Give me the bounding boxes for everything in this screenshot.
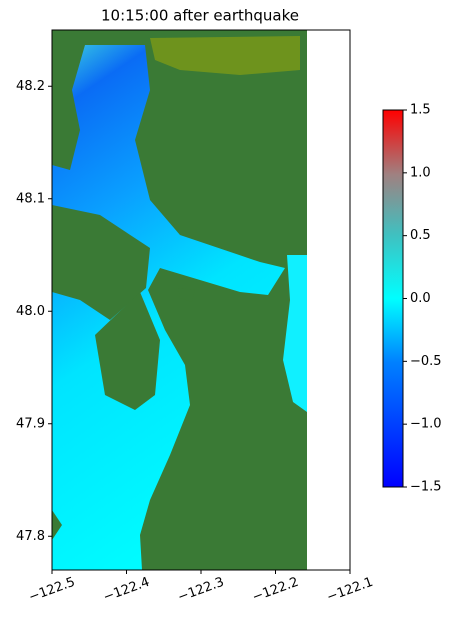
colorbar-tick-label: 0.0 xyxy=(410,291,431,306)
colorbar-tick-label: 0.5 xyxy=(410,228,431,243)
land xyxy=(178,288,195,302)
land xyxy=(52,205,150,320)
y-tick-label: 47.8 xyxy=(16,529,45,544)
colorbar-tick-label: −1.5 xyxy=(410,480,442,495)
y-tick-label: 48.2 xyxy=(16,79,45,94)
colorbar xyxy=(382,109,404,488)
colorbar-tick-label: 1.5 xyxy=(410,103,431,118)
x-tick-label: −122.4 xyxy=(101,575,151,606)
x-tick-label: −122.2 xyxy=(250,575,300,606)
colorbar-tick-label: 1.0 xyxy=(410,165,431,180)
colorbar-tick-label: −1.0 xyxy=(410,417,442,432)
y-tick-label: 47.9 xyxy=(16,416,45,431)
shore-fringe xyxy=(150,36,300,75)
chart-title: 10:15:00 after earthquake xyxy=(101,7,299,25)
y-tick-label: 48.0 xyxy=(16,304,45,319)
no-data xyxy=(307,30,350,570)
colorbar-tick-label: −0.5 xyxy=(410,354,442,369)
y-tick-label: 48.1 xyxy=(16,191,45,206)
water xyxy=(52,45,285,570)
x-tick-label: −122.3 xyxy=(176,575,226,606)
land xyxy=(95,292,160,410)
x-tick-label: −122.5 xyxy=(27,575,77,606)
x-tick-label: −122.1 xyxy=(325,575,375,606)
water xyxy=(283,255,307,412)
map xyxy=(51,29,351,571)
